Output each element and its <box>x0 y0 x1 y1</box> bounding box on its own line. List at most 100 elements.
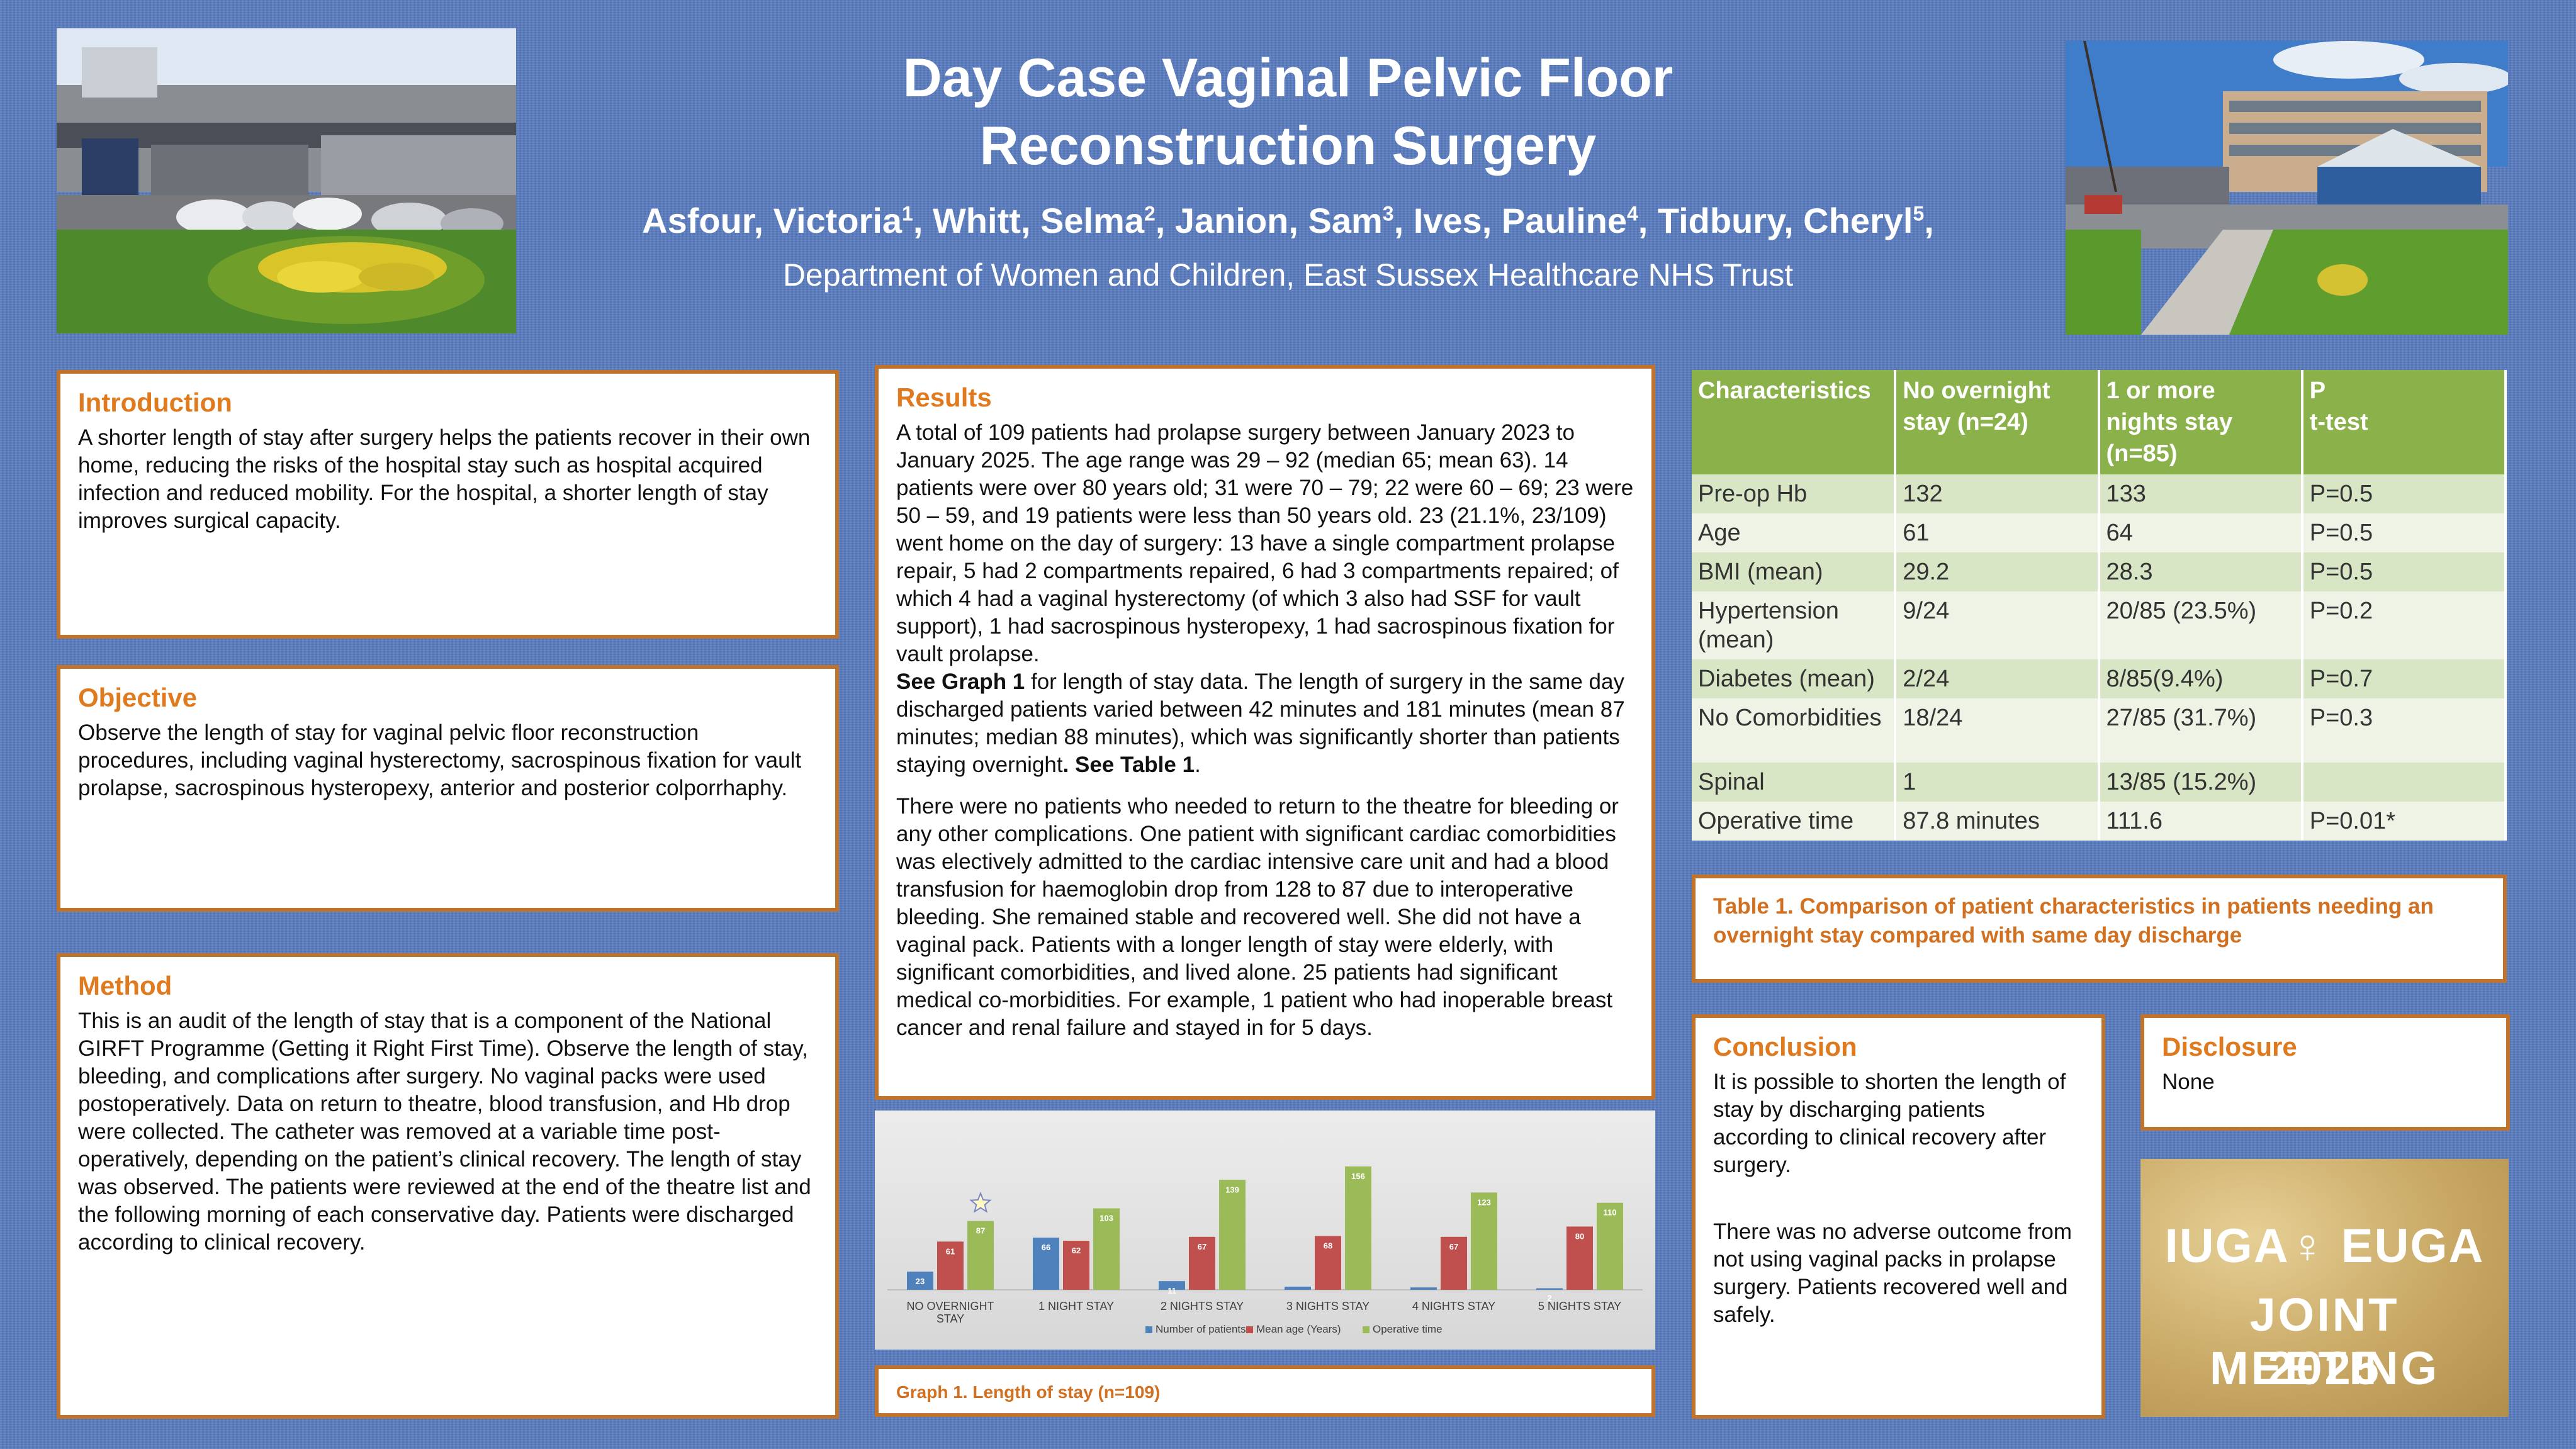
bar-data-label: 61 <box>946 1246 955 1256</box>
bar-data-label: 66 <box>1042 1243 1050 1252</box>
table-cell: 64 <box>2098 513 2303 552</box>
category-label: STAY <box>936 1312 964 1325</box>
method-section: Method This is an audit of the length of… <box>57 953 839 1419</box>
author-list: Asfour, Victoria1, Whitt, Selma2, Janion… <box>642 201 1934 240</box>
chart-bar <box>1566 1226 1593 1290</box>
table-cell: 9/24 <box>1895 591 2100 659</box>
chart-bar <box>1597 1202 1623 1290</box>
author-affiliation: 1 <box>902 202 913 225</box>
table-cell: 111.6 <box>2098 802 2303 841</box>
introduction-text: A shorter length of stay after surgery h… <box>78 425 811 533</box>
graph-caption: Graph 1. Length of stay (n=109) <box>896 1382 1161 1402</box>
objective-heading: Objective <box>78 683 198 712</box>
results-paragraph-1: A total of 109 patients had prolapse sur… <box>896 420 1634 666</box>
table-header-cell: 1 or more nights stay (n=85) <box>2098 370 2303 474</box>
method-heading: Method <box>78 971 172 1000</box>
table-cell: 27/85 (31.7%) <box>2098 698 2303 763</box>
table-cell: 61 <box>1895 513 2100 552</box>
results-paragraph-3: There were no patients who needed to ret… <box>896 794 1619 1040</box>
logo-joint-meeting: JOINT MEETING <box>2209 1289 2440 1394</box>
table-cell: P=0.5 <box>2302 513 2507 552</box>
table-cell: 133 <box>2098 474 2303 513</box>
title-line-1: Day Case Vaginal Pelvic Floor <box>903 48 1673 108</box>
table-row: Operative time 87.8 minutes 111.6 P=0.01* <box>1692 802 2507 841</box>
comparison-table-wrap: Characteristics No overnight stay (n=24) 1 … <box>1692 370 2507 841</box>
conclusion-paragraph-2: There was no adverse outcome from not us… <box>1713 1219 2072 1327</box>
length-of-stay-chart: 23 61 87 NO OVERNIGHT STAY 66 62 103 1 NIGHT STA… <box>875 1111 1655 1350</box>
table-caption-box: Table 1. Comparison of patient character… <box>1692 875 2507 983</box>
author-name: Asfour, Victoria1 <box>642 201 913 240</box>
table-caption: Table 1. Comparison of patient character… <box>1713 894 2434 948</box>
chart-bar <box>1315 1236 1341 1290</box>
chart-bar <box>1189 1236 1215 1290</box>
bar-data-label: 110 <box>1604 1208 1617 1217</box>
chart-bar <box>1219 1180 1246 1290</box>
legend-label: Mean age (Years) <box>1256 1323 1341 1335</box>
legend-swatch <box>1246 1326 1253 1333</box>
bar-data-label: 11 <box>1167 1286 1176 1295</box>
department: Department of Women and Children, East S… <box>782 257 1794 293</box>
table-row: Diabetes (mean) 2/24 8/85(9.4%) P=0.7 <box>1692 659 2507 698</box>
table-cell: P=0.7 <box>2302 659 2507 698</box>
table-cell: 87.8 minutes <box>1895 802 2100 841</box>
author-name: Ives, Pauline4 <box>1413 201 1638 240</box>
author-affiliation: 4 <box>1626 202 1638 225</box>
table-cell: 2/24 <box>1895 659 2100 698</box>
category-label: 1 NIGHT STAY <box>1038 1300 1114 1312</box>
logo-societies: IUGA♀ EUGA <box>2164 1219 2485 1273</box>
hospital-photo-left <box>57 28 516 333</box>
bar-data-label: 156 <box>1351 1172 1365 1181</box>
category-label: 4 NIGHTS STAY <box>1412 1300 1495 1312</box>
bar-data-label: 139 <box>1225 1185 1239 1194</box>
chart-bar <box>1441 1236 1467 1290</box>
chart-bar <box>907 1272 933 1290</box>
conclusion-paragraph-1: It is possible to shorten the length of … <box>1713 1070 2066 1177</box>
table-cell: No Comorbidities <box>1692 698 1897 763</box>
author-name: Janion, Sam3 <box>1174 201 1394 240</box>
title-line-2: Reconstruction Surgery <box>979 116 1597 176</box>
bar-data-label: 68 <box>1324 1241 1332 1251</box>
table-cell: 28.3 <box>2098 552 2303 591</box>
chart-bar <box>1471 1192 1497 1290</box>
results-section: Results A total of 109 patients had prol… <box>875 365 1655 1100</box>
bar-data-label: 62 <box>1072 1246 1081 1255</box>
chart-bar <box>937 1241 964 1290</box>
author-name: Whitt, Selma2 <box>932 201 1156 240</box>
author-affiliation: 3 <box>1382 202 1394 225</box>
table-cell: P=0.2 <box>2302 591 2507 659</box>
author-name: Tidbury, Cheryl5 <box>1657 201 1925 240</box>
see-table-ref: . See Table 1 <box>1062 752 1195 777</box>
table-cell: 18/24 <box>1895 698 2100 763</box>
method-text: This is an audit of the length of stay t… <box>78 1009 811 1255</box>
conclusion-heading: Conclusion <box>1713 1032 1857 1061</box>
bar-data-label: 123 <box>1477 1197 1491 1207</box>
table-cell: P=0.5 <box>2302 474 2507 513</box>
table-cell: Age <box>1692 513 1897 552</box>
results-heading: Results <box>896 383 992 412</box>
table-cell: Hypertension (mean) <box>1692 591 1897 659</box>
legend-label: Number of patients <box>1156 1323 1246 1335</box>
chart-bar <box>1093 1208 1120 1290</box>
bar-data-label: 103 <box>1100 1214 1113 1223</box>
table-row: BMI (mean) 29.2 28.3 P=0.5 <box>1692 552 2507 591</box>
table-row: No Comorbidities 18/24 27/85 (31.7%) P=0.3 <box>1692 698 2507 763</box>
legend-label: Operative time <box>1373 1323 1443 1335</box>
bar-data-label: 67 <box>1198 1242 1206 1251</box>
chart-bar <box>1285 1286 1311 1290</box>
conference-logo: IUGA♀ EUGA JOINT MEETING 2025 <box>2140 1159 2509 1417</box>
table-cell: BMI (mean) <box>1692 552 1897 591</box>
star-icon <box>969 1191 992 1213</box>
results-paragraph-2: See Graph 1 for length of stay data. The… <box>896 669 1625 777</box>
see-graph-ref: See Graph 1 <box>896 669 1025 694</box>
bar-data-label: 23 <box>916 1277 925 1286</box>
chart-bar <box>1159 1281 1185 1290</box>
table-cell: P=0.3 <box>2302 698 2507 763</box>
logo-year: 2025 <box>2268 1342 2382 1394</box>
chart-bar <box>1410 1287 1437 1290</box>
author-affiliation: 5 <box>1913 202 1925 225</box>
comparison-table: Characteristics No overnight stay (n=24) 1 … <box>1692 370 2507 841</box>
introduction-heading: Introduction <box>78 388 232 417</box>
table-cell: Pre-op Hb <box>1692 474 1897 513</box>
